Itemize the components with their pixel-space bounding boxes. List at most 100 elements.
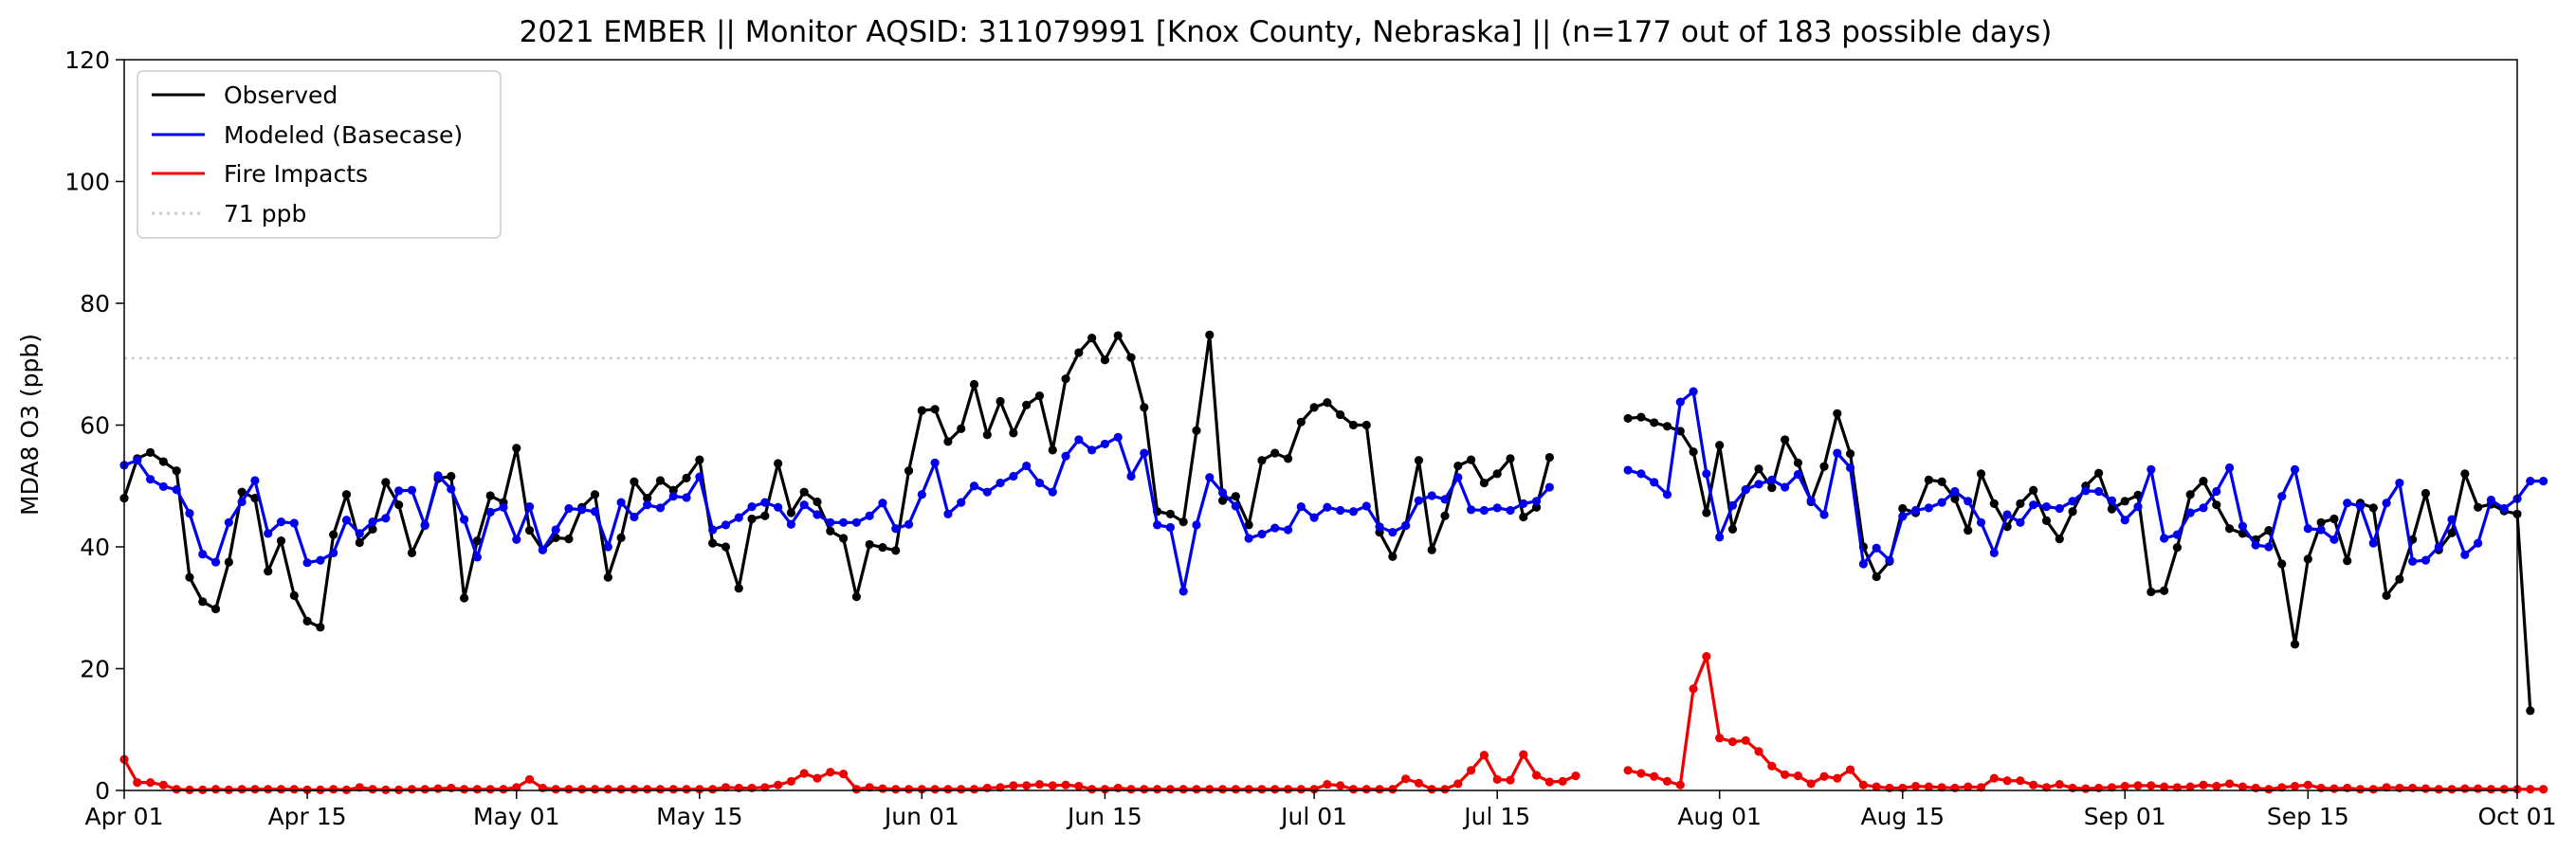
data-point (1440, 495, 1450, 504)
data-point (917, 490, 926, 499)
data-point (276, 785, 286, 794)
data-point (1872, 572, 1881, 582)
data-point (1231, 501, 1240, 511)
data-point (734, 584, 743, 593)
data-point (250, 476, 260, 485)
data-point (2486, 495, 2496, 505)
y-tick-label: 80 (80, 290, 110, 318)
data-point (1178, 587, 1188, 596)
series-line-1-0 (123, 435, 1551, 593)
y-tick-label: 120 (64, 46, 110, 74)
data-point (1061, 374, 1070, 384)
data-point (1819, 771, 1829, 781)
data-point (851, 785, 861, 794)
data-point (2133, 502, 2143, 512)
data-point (276, 535, 286, 546)
data-point (655, 503, 666, 513)
data-point (1702, 469, 1711, 479)
data-point (643, 785, 652, 794)
data-point (2421, 488, 2431, 499)
data-point (1205, 785, 1215, 794)
data-point (2382, 499, 2391, 508)
data-point (2474, 502, 2483, 512)
data-point (210, 785, 221, 794)
data-point (1544, 452, 1554, 463)
data-point (2251, 540, 2260, 550)
data-point (1323, 398, 1332, 408)
data-point (538, 545, 547, 554)
data-point (2041, 783, 2052, 792)
data-point (185, 572, 194, 582)
data-point (1793, 469, 1803, 480)
y-axis-title: MDA8 O3 (ppb) (16, 334, 44, 516)
data-point (1689, 447, 1698, 457)
data-point (2460, 550, 2470, 559)
data-point (1623, 413, 1633, 424)
data-point (1793, 458, 1803, 467)
data-point (799, 487, 809, 497)
data-point (2499, 785, 2509, 794)
data-point (1061, 780, 1070, 789)
data-point (2526, 477, 2535, 486)
data-point (1636, 769, 1646, 778)
data-point (1231, 785, 1240, 794)
data-point (1205, 473, 1215, 482)
data-point (838, 534, 849, 543)
data-point (2185, 490, 2195, 499)
data-point (799, 769, 809, 778)
data-point (1571, 771, 1580, 781)
data-point (485, 491, 495, 500)
data-point (1650, 771, 1659, 781)
data-point (1074, 781, 1084, 791)
data-point (1492, 469, 1502, 479)
data-point (1283, 454, 1293, 463)
data-point (1858, 559, 1868, 569)
data-point (2277, 783, 2287, 792)
data-point (2002, 776, 2012, 786)
data-point (1479, 478, 1489, 488)
data-point (1375, 522, 1384, 532)
data-point (1192, 785, 1201, 794)
data-point (708, 525, 718, 535)
data-point (2421, 784, 2431, 793)
data-point (564, 535, 574, 544)
data-point (2068, 507, 2077, 517)
data-point (826, 517, 835, 527)
data-point (577, 505, 587, 515)
data-point (682, 473, 691, 482)
data-point (1937, 477, 1946, 486)
data-point (1531, 497, 1542, 506)
data-point (1741, 485, 1750, 495)
data-point (250, 785, 260, 794)
data-point (512, 535, 521, 544)
data-point (2447, 515, 2457, 524)
data-point (1819, 510, 1829, 519)
data-point (1689, 387, 1698, 396)
data-point (826, 768, 835, 777)
data-point (774, 502, 783, 512)
data-point (355, 783, 364, 792)
data-point (2016, 517, 2025, 527)
data-point (1140, 785, 1149, 794)
data-point (472, 535, 482, 546)
data-point (289, 590, 299, 601)
data-point (851, 517, 861, 527)
data-point (1898, 512, 1908, 521)
data-point (1662, 422, 1672, 431)
data-point (1009, 471, 1018, 481)
data-point (1126, 353, 1136, 362)
data-point (289, 518, 299, 528)
data-point (1924, 503, 1933, 513)
series-2 (119, 652, 2549, 794)
data-point (433, 471, 443, 481)
data-point (1009, 428, 1018, 438)
y-tick-label: 100 (64, 169, 110, 196)
data-point (394, 486, 404, 496)
chart-title: 2021 EMBER || Monitor AQSID: 311079991 [… (520, 15, 2053, 49)
data-point (1427, 491, 1436, 500)
data-point (1348, 507, 1359, 517)
data-point (1453, 461, 1463, 471)
data-point (590, 490, 600, 499)
data-point (878, 499, 887, 508)
data-point (1845, 765, 1855, 774)
